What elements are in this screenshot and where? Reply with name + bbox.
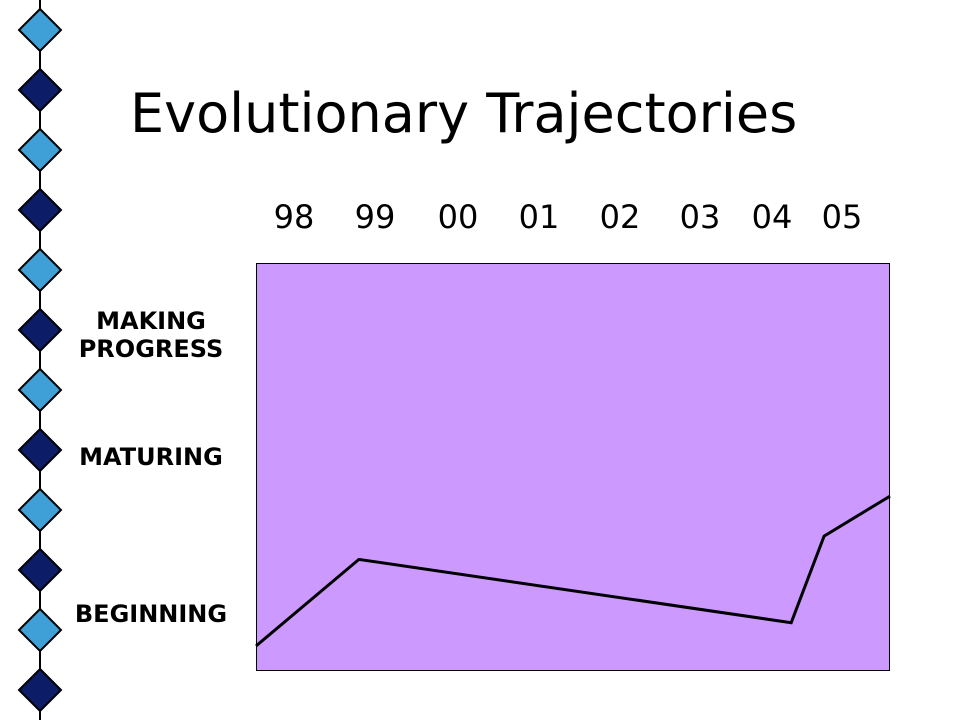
- diamond-icon: [17, 667, 63, 713]
- diamond-icon: [17, 247, 63, 293]
- x-tick-label: 98: [273, 198, 315, 236]
- x-tick-label: 03: [679, 198, 721, 236]
- x-tick-label: 01: [518, 198, 560, 236]
- chart-title: Evolutionary Trajectories: [130, 82, 798, 145]
- x-tick-label: 99: [354, 198, 396, 236]
- diamond-icon: [17, 127, 63, 173]
- diamond-icon: [17, 307, 63, 353]
- plot-area: [256, 263, 890, 671]
- diamond-icon: [17, 187, 63, 233]
- diamond-icon: [17, 607, 63, 653]
- y-level-label-making-progress: MAKING PROGRESS: [78, 307, 224, 364]
- line-chart: [255, 494, 891, 648]
- trajectory-line: [255, 494, 891, 648]
- diamond-chain-decoration: [17, 0, 63, 720]
- x-tick-label: 00: [437, 198, 479, 236]
- y-level-label-beginning: BEGINNING: [74, 600, 228, 628]
- diamond-icon: [17, 367, 63, 413]
- x-tick-label: 05: [821, 198, 863, 236]
- diamond-icon: [17, 487, 63, 533]
- diamond-icon: [17, 547, 63, 593]
- diamond-icon: [17, 7, 63, 53]
- diamond-icon: [17, 67, 63, 113]
- x-tick-label: 02: [599, 198, 641, 236]
- x-tick-label: 04: [751, 198, 793, 236]
- diamond-icon: [17, 427, 63, 473]
- y-level-label-maturing: MATURING: [79, 443, 223, 471]
